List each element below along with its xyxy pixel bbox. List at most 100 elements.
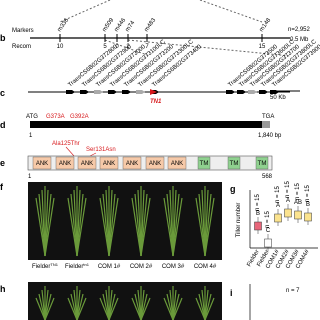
plant-leaf <box>67 297 78 320</box>
stop-codon: TGA <box>262 114 274 120</box>
ank-domain <box>55 156 75 170</box>
sample-size: n = 15 <box>255 193 261 211</box>
plant-leaf <box>44 297 55 320</box>
significance-letter: A <box>276 203 280 209</box>
y-axis-label: Tiller number <box>236 203 242 238</box>
box <box>304 212 312 222</box>
box <box>294 210 302 220</box>
plant-leaf <box>204 297 215 320</box>
mutation: G392A <box>70 114 89 120</box>
plant-leaf <box>131 297 142 320</box>
plant-leaf <box>140 293 148 320</box>
plant-name: Fielder <box>32 264 50 270</box>
ank-domain <box>99 156 119 170</box>
significance-letter: AB <box>294 200 302 206</box>
plant-leaf <box>172 293 180 320</box>
sample-size: n = 15 <box>285 180 291 198</box>
plant-label: COM 1# <box>98 264 121 270</box>
gene-arrow <box>237 90 246 94</box>
tm-domain <box>227 156 241 170</box>
plant-leaf <box>99 297 110 320</box>
plant-leaf <box>195 297 206 320</box>
sample-size: n = 7 <box>286 288 300 294</box>
plant-superscript: tn1 <box>83 262 89 267</box>
recombinant-count: 2 <box>126 44 130 50</box>
gene-arrow <box>108 90 117 94</box>
plant-leaf <box>108 297 119 320</box>
sample-size: n = 15 <box>265 210 271 228</box>
recom-title: Recom <box>12 44 31 50</box>
plant-photo <box>28 182 222 260</box>
box <box>274 213 282 223</box>
domain-label: ANK <box>126 161 138 167</box>
plant-label: FielderTN1 <box>32 262 59 270</box>
significance-letter: B <box>256 211 260 217</box>
gene-arrow <box>248 90 257 94</box>
domain-label: ANK <box>59 161 71 167</box>
utr <box>262 121 270 128</box>
ank-domain <box>122 156 142 170</box>
plant-label: COM 3# <box>162 264 185 270</box>
plant-leaf <box>140 297 151 320</box>
gene-arrow <box>94 90 103 94</box>
mutation: G373A <box>46 114 65 120</box>
plant-leaf <box>76 297 87 320</box>
substitution: Ala125Thr <box>52 141 80 147</box>
gene-arrow <box>66 90 75 94</box>
plant-leaf <box>163 297 174 320</box>
domain-label: TM <box>258 161 267 167</box>
marker-name: m336 <box>57 17 71 33</box>
plant-leaf <box>76 289 81 320</box>
plant-leaf <box>172 297 183 320</box>
recombinant-count: 15 <box>259 44 266 50</box>
recombinant-count: 0 <box>115 44 119 50</box>
ank-domain <box>32 156 52 170</box>
significance-letter: A <box>286 198 290 204</box>
plant-leaf <box>204 289 209 320</box>
sample-size: n = 15 <box>305 184 311 202</box>
population-size: n=2,952 <box>288 27 311 33</box>
ank-domain <box>77 156 97 170</box>
plant-leaf <box>204 197 215 257</box>
gene-arrow <box>226 90 235 94</box>
panel-label: f <box>0 182 4 192</box>
tm-domain <box>255 156 269 170</box>
plant-leaf <box>172 289 177 320</box>
plant-leaf <box>204 293 212 320</box>
plant-label: COM 2# <box>130 264 153 270</box>
box <box>284 208 292 218</box>
gene-arrow <box>150 89 157 95</box>
gene-arrow <box>122 90 131 94</box>
gene-arrow <box>270 90 279 94</box>
marker-name: m148 <box>259 17 273 33</box>
domain-label: ANK <box>81 161 93 167</box>
plant-label: COM 4# <box>194 264 217 270</box>
panel-label: e <box>0 158 5 168</box>
recombinant-count: 7 <box>145 44 149 50</box>
sample-size: n = 15 <box>275 185 281 203</box>
domain-label: TM <box>230 161 239 167</box>
start-position: 1 <box>29 133 33 139</box>
plant-leaf <box>108 289 113 320</box>
gene-length: 1,840 bp <box>258 133 282 139</box>
gene-arrow <box>259 90 268 94</box>
domain-label: ANK <box>36 161 48 167</box>
plant-leaf <box>44 289 49 320</box>
zoom-line <box>199 0 263 23</box>
zoom-line <box>127 39 291 57</box>
panel-label: h <box>0 284 6 294</box>
plant-name: COM 4# <box>194 264 217 270</box>
domain-label: ANK <box>149 161 161 167</box>
plant-leaf <box>108 197 119 257</box>
pointer <box>65 146 75 157</box>
plant-leaf <box>108 293 116 320</box>
plant-name: COM 2# <box>130 264 153 270</box>
recombinant-count: 5 <box>103 44 107 50</box>
plant-leaf <box>35 297 46 320</box>
panel-label: c <box>0 88 5 98</box>
significance-letter: B <box>306 202 310 208</box>
domain-label: ANK <box>103 161 115 167</box>
pointer <box>89 152 97 157</box>
exon <box>30 121 262 128</box>
